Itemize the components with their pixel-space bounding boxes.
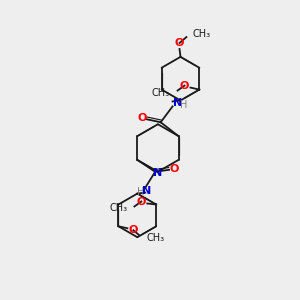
Text: CH₃: CH₃ bbox=[192, 29, 211, 39]
Text: O: O bbox=[180, 81, 189, 91]
Text: O: O bbox=[129, 225, 138, 235]
Text: O: O bbox=[175, 38, 184, 48]
Text: CH₃: CH₃ bbox=[146, 233, 164, 243]
Text: O: O bbox=[169, 164, 179, 174]
Text: CH₃: CH₃ bbox=[110, 203, 128, 214]
Text: N: N bbox=[153, 168, 163, 178]
Text: N: N bbox=[173, 98, 182, 108]
Text: O: O bbox=[137, 113, 146, 123]
Text: H: H bbox=[136, 187, 144, 196]
Text: H: H bbox=[180, 100, 187, 110]
Text: O: O bbox=[137, 196, 146, 206]
Text: N: N bbox=[142, 186, 151, 196]
Text: CH₃: CH₃ bbox=[152, 88, 170, 98]
